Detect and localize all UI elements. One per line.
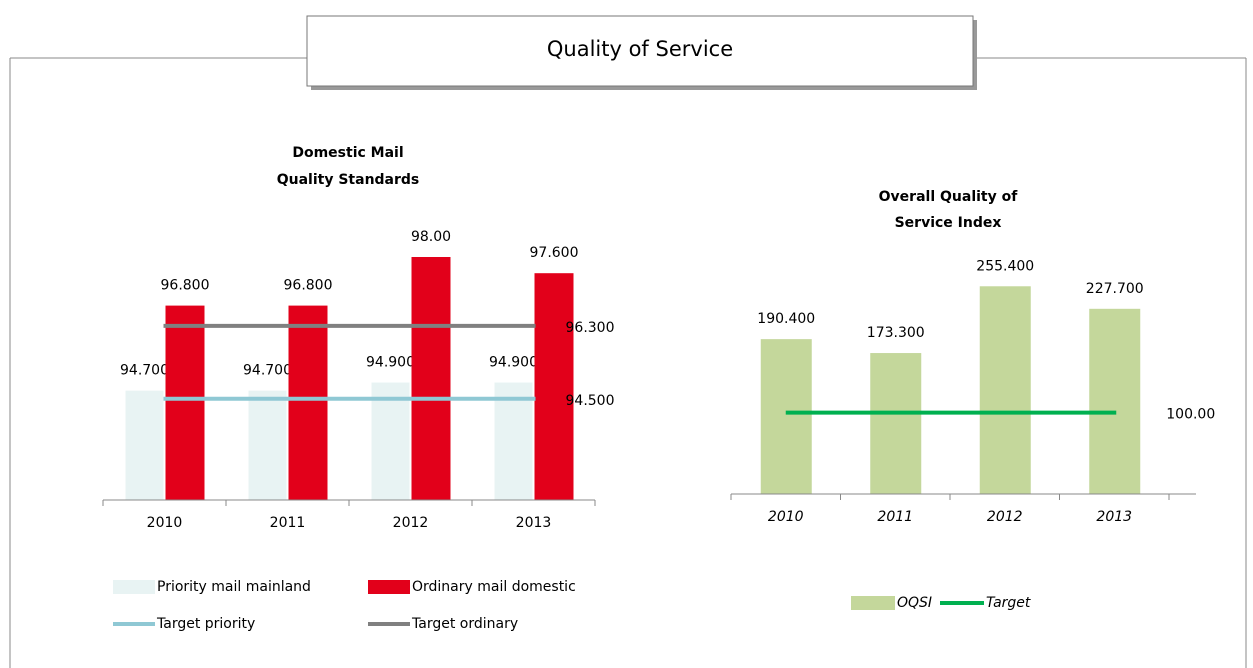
bar: [165, 305, 205, 500]
chart-title: Domestic Mail: [292, 145, 403, 161]
x-tick-label: 2010: [768, 509, 804, 525]
bar: [760, 339, 812, 494]
legend-label: Target priority: [156, 616, 255, 632]
legend-swatch: [368, 580, 410, 594]
x-tick-label: 2013: [516, 515, 552, 531]
legend-label: OQSI: [897, 595, 932, 611]
bar: [979, 286, 1031, 494]
bar: [534, 273, 574, 500]
bar: [248, 390, 287, 500]
bar: [411, 257, 451, 500]
legend-label: Priority mail mainland: [157, 579, 311, 595]
bar: [870, 353, 922, 494]
data-label: 94.900: [366, 355, 415, 371]
data-label: 173.300: [867, 325, 925, 341]
x-tick-label: 2012: [393, 515, 429, 531]
data-label: 98.00: [411, 229, 451, 245]
x-tick-label: 2010: [147, 515, 183, 531]
data-label: 94.900: [489, 355, 538, 371]
data-label: 96.800: [161, 278, 210, 294]
bar: [494, 382, 533, 500]
chart-title: Overall Quality of: [879, 189, 1019, 205]
data-label: 97.600: [530, 245, 579, 261]
data-label: 94.700: [243, 363, 292, 379]
data-label: 227.700: [1086, 281, 1144, 297]
bar: [125, 390, 164, 500]
x-tick-label: 2011: [270, 515, 306, 531]
bar: [288, 305, 328, 500]
chart-title: Quality Standards: [277, 172, 420, 188]
legend-label: Target ordinary: [411, 616, 518, 632]
data-label: 255.400: [976, 258, 1034, 274]
bar: [1089, 308, 1141, 494]
x-tick-label: 2011: [877, 509, 913, 525]
x-tick-label: 2012: [987, 509, 1023, 525]
target-label: 96.300: [566, 320, 615, 336]
legend-label: Ordinary mail domestic: [412, 579, 576, 595]
chart-title: Service Index: [895, 215, 1002, 231]
header-box: [306, 15, 974, 87]
legend-swatch: [113, 580, 155, 594]
data-label: 96.800: [284, 278, 333, 294]
target-label: 100.00: [1166, 407, 1215, 423]
bar: [371, 382, 410, 500]
target-label: 94.500: [566, 393, 615, 409]
page-title: Quality of Service: [547, 37, 733, 61]
legend-label: Target: [986, 595, 1031, 611]
legend-swatch: [851, 596, 895, 610]
x-tick-label: 2013: [1096, 509, 1132, 525]
data-label: 94.700: [120, 363, 169, 379]
data-label: 190.400: [757, 311, 815, 327]
